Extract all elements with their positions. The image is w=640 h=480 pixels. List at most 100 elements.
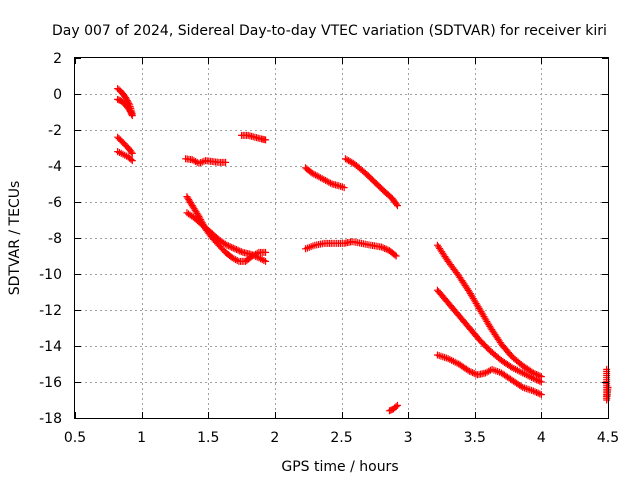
data-point: [250, 252, 258, 260]
data-point: [262, 257, 270, 265]
data-point: [537, 391, 545, 399]
y-tick-label: 2: [53, 51, 62, 67]
y-tick-label: -10: [39, 267, 62, 283]
plot-frame: [74, 57, 609, 419]
series-s2a: [114, 133, 136, 157]
data-point: [533, 388, 541, 396]
series-s2b: [114, 148, 136, 165]
data-point: [225, 242, 233, 250]
data-point: [237, 248, 245, 256]
data-point: [233, 257, 241, 264]
series-s4: [238, 131, 270, 144]
x-tick-label: 4.5: [597, 430, 619, 446]
data-point: [465, 367, 473, 375]
y-tick-label: -14: [39, 339, 62, 355]
data-points: [114, 85, 612, 415]
data-point: [392, 252, 400, 260]
series-s1b: [114, 95, 136, 120]
data-point: [262, 136, 270, 144]
series-s10a: [433, 241, 545, 381]
data-point: [128, 110, 136, 118]
data-point: [393, 202, 401, 210]
data-point: [232, 246, 240, 254]
data-point: [128, 149, 136, 157]
data-point: [128, 157, 136, 165]
data-point: [517, 382, 525, 390]
series-s3: [182, 155, 230, 167]
series-s11: [603, 365, 612, 404]
x-axis-title: GPS time / hours: [281, 459, 398, 475]
series-s7: [341, 155, 401, 210]
data-point: [197, 159, 205, 167]
data-point: [533, 376, 541, 384]
data-point: [377, 243, 385, 251]
y-tick-label: 0: [53, 87, 62, 103]
data-point: [222, 158, 230, 166]
data-point: [231, 245, 239, 253]
data-point: [392, 403, 400, 411]
data-point: [534, 389, 542, 397]
x-tick-label: 1.5: [197, 430, 219, 446]
data-point: [228, 243, 236, 251]
x-tick-label: 3: [404, 430, 413, 446]
x-tick-label: 4: [537, 430, 546, 446]
data-point: [467, 368, 475, 376]
data-point: [391, 251, 399, 259]
data-point: [260, 257, 268, 264]
data-point: [537, 378, 545, 386]
axis-ticks: [75, 58, 609, 419]
x-tick-label: 1: [137, 430, 146, 446]
y-tick-labels: 2 0 -2 -4 -6 -8 -10 -12 -14 -16 -18: [39, 51, 62, 427]
data-point: [536, 377, 544, 385]
y-tick-label: -6: [48, 195, 62, 211]
data-point: [381, 244, 389, 252]
series-s5b: [183, 209, 270, 265]
series-s10c: [433, 351, 545, 399]
x-tick-label: 2: [270, 430, 279, 446]
y-tick-label: -12: [39, 303, 62, 319]
data-point: [229, 244, 237, 252]
chart-title: Day 007 of 2024, Sidereal Day-to-day VTE…: [52, 23, 607, 39]
data-point: [234, 246, 242, 254]
series-s9: [385, 401, 401, 415]
x-tick-label: 0.5: [64, 430, 86, 446]
data-point: [536, 390, 544, 398]
data-point: [470, 369, 478, 377]
data-point: [379, 244, 387, 252]
data-point: [127, 155, 135, 163]
x-tick-label: 3.5: [464, 430, 486, 446]
y-tick-label: -8: [48, 231, 62, 247]
series-s6: [302, 164, 348, 192]
data-point: [253, 253, 261, 261]
y-tick-label: -4: [48, 159, 62, 175]
grid: [75, 58, 608, 418]
data-point: [198, 158, 206, 166]
y-axis-title: SDTVAR / TECUs: [7, 181, 23, 296]
data-point: [128, 112, 136, 120]
y-tick-label: -16: [39, 375, 62, 391]
series-s8: [302, 238, 400, 260]
data-point: [469, 369, 477, 377]
data-point: [195, 159, 203, 167]
data-point: [247, 250, 255, 258]
y-tick-label: -18: [39, 411, 62, 427]
data-point: [534, 377, 542, 385]
data-point: [531, 388, 539, 396]
x-tick-labels: 0.5 1 1.5 2 2.5 3 3.5 4 4.5: [64, 430, 619, 446]
x-tick-label: 2.5: [330, 430, 352, 446]
data-point: [327, 179, 335, 187]
data-point: [223, 241, 231, 249]
series-s10b: [433, 286, 545, 386]
data-point: [262, 248, 270, 256]
data-point: [226, 243, 234, 251]
data-point: [382, 245, 390, 253]
data-point: [529, 387, 537, 395]
data-point: [531, 375, 539, 383]
data-point: [529, 374, 537, 382]
data-point: [392, 200, 400, 208]
y-tick-label: -2: [48, 123, 62, 139]
data-point: [127, 148, 135, 156]
data-point: [393, 401, 401, 409]
data-point: [236, 247, 244, 255]
